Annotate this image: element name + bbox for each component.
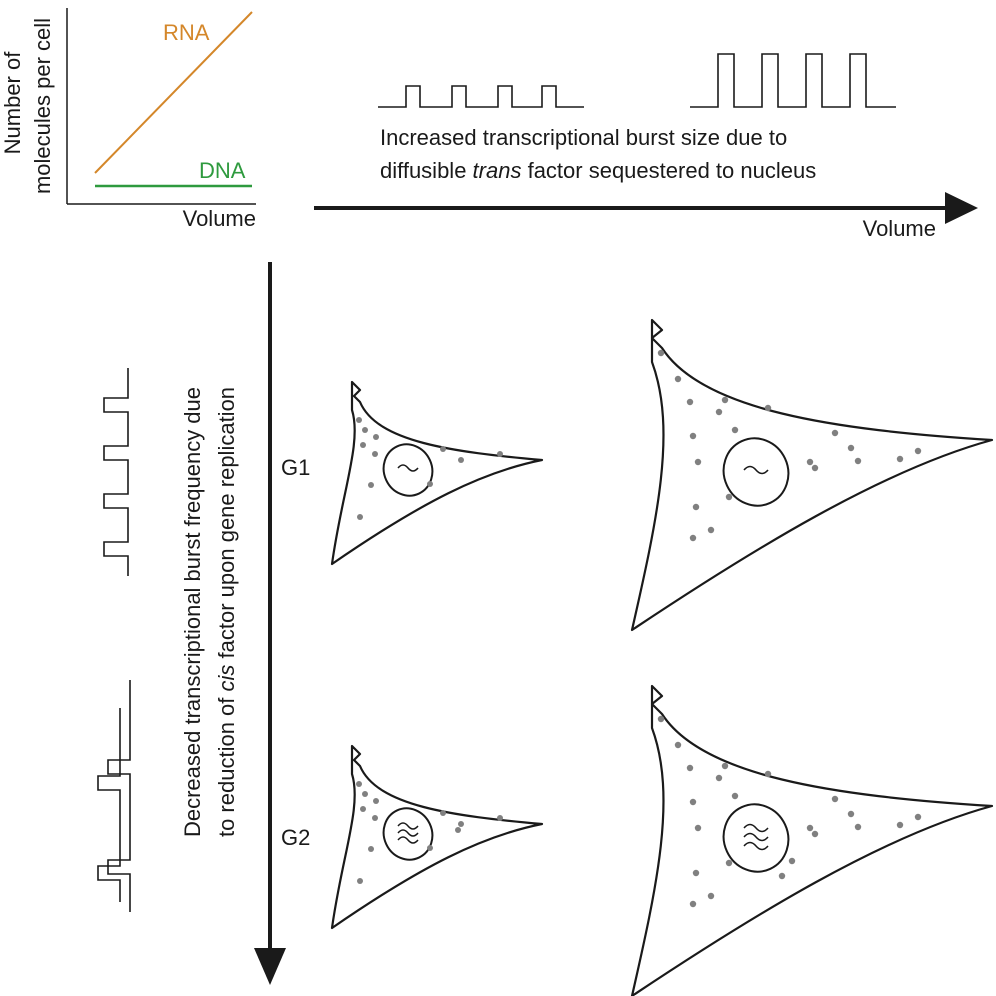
- rna-dots: [356, 781, 503, 884]
- burst-train-vertical-g1: [103, 368, 129, 576]
- burst-train-large: [690, 53, 896, 108]
- cell-g2-large: [630, 684, 994, 996]
- inset-ylabel-line2: molecules per cell: [30, 18, 55, 194]
- nucleus: [382, 443, 434, 497]
- volume-axis: Volume Increased transcriptional burst s…: [314, 53, 978, 241]
- cell-cycle-caption-line1: Decreased transcriptional burst frequenc…: [180, 387, 205, 837]
- volume-caption-post: factor sequestered to nucleus: [521, 158, 816, 183]
- cell-cycle-arrowhead: [254, 948, 286, 985]
- volume-caption-line1: Increased transcriptional burst size due…: [380, 125, 787, 150]
- rna-dots: [657, 715, 922, 908]
- phase-label-g1: G1: [281, 455, 310, 480]
- burst-train-vertical-g2-a: [107, 680, 131, 912]
- volume-caption-pre: diffusible: [380, 158, 473, 183]
- cell-cycle-caption-pre: to reduction of: [214, 691, 239, 837]
- volume-caption-italic: trans: [473, 158, 522, 183]
- gene-copy-icon: [743, 465, 769, 475]
- cell-g1-small: [330, 380, 544, 566]
- cell-cycle-caption-line2: to reduction of cis factor upon gene rep…: [214, 387, 239, 837]
- inset-ylabel-line1: Number of: [0, 51, 25, 155]
- rna-line: [94, 11, 253, 174]
- volume-caption-line2: diffusible trans factor sequestered to n…: [380, 158, 816, 183]
- rna-dots: [356, 417, 503, 520]
- cell-cycle-caption-italic: cis: [214, 665, 239, 692]
- phase-label-g2: G2: [281, 825, 310, 850]
- gene-copy-icon: [397, 464, 419, 472]
- rna-label: RNA: [163, 20, 210, 45]
- inset-xlabel: Volume: [183, 206, 256, 231]
- cell-cycle-axis: Decreased transcriptional burst frequenc…: [97, 262, 310, 985]
- inset-graph: RNA DNA Number of molecules per cell Vol…: [0, 8, 256, 231]
- cell-g2-small: [330, 744, 544, 930]
- nucleus: [722, 437, 790, 507]
- gene-copy-icon: [397, 822, 419, 844]
- burst-train-vertical-g2-b: [97, 708, 121, 902]
- cell-cycle-caption-post: factor upon gene replication: [214, 387, 239, 665]
- volume-arrowhead: [945, 192, 978, 224]
- burst-train-small: [378, 85, 584, 108]
- dna-label: DNA: [199, 158, 246, 183]
- volume-axis-label: Volume: [863, 216, 936, 241]
- rna-dots: [657, 349, 922, 542]
- gene-copy-icon: [743, 823, 769, 851]
- cell-g1-large: [630, 318, 994, 632]
